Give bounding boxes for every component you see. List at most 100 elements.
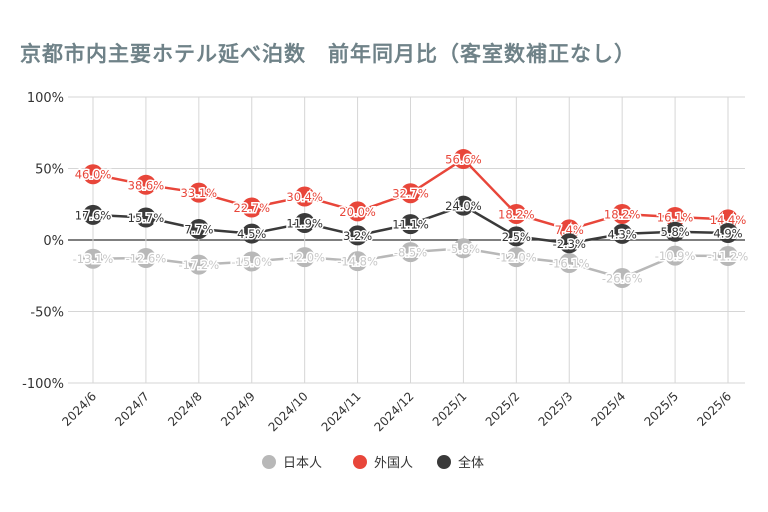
data-point [506, 247, 527, 268]
data-point [347, 251, 368, 272]
data-point [400, 242, 421, 263]
data-point [718, 246, 738, 267]
data-point [612, 268, 633, 289]
data-label: 18.2% [604, 207, 641, 221]
data-label: 32.7% [392, 187, 429, 201]
legend-marker [437, 455, 451, 469]
legend-label: 日本人 [283, 456, 322, 471]
data-point [665, 245, 686, 266]
data-label: -11.2% [708, 250, 749, 264]
data-label: 46.0% [75, 168, 112, 182]
data-point [400, 214, 421, 235]
data-label: 11.9% [286, 216, 323, 230]
data-label: -16.1% [549, 257, 590, 271]
data-label: 14.4% [710, 213, 747, 227]
data-label: 22.7% [233, 201, 270, 215]
data-point [453, 238, 474, 259]
x-tick-label: 2025/3 [536, 389, 576, 429]
data-label: 7.4% [555, 223, 584, 237]
data-point [188, 182, 209, 203]
x-tick-label: 2025/5 [641, 389, 681, 429]
data-label: 4.3% [608, 227, 637, 241]
data-label: -12.0% [496, 251, 537, 265]
x-tick-label: 2025/2 [483, 389, 523, 429]
data-label: 20.0% [339, 205, 376, 219]
data-label: 11.1% [392, 218, 429, 232]
data-point [294, 212, 315, 233]
data-point [400, 183, 421, 204]
data-label: -12.0% [284, 251, 325, 265]
data-point [241, 251, 262, 272]
x-tick-label: 2024/9 [218, 389, 258, 429]
data-label: 2.5% [502, 230, 531, 244]
data-point [135, 174, 156, 195]
data-label: 15.7% [128, 211, 165, 225]
data-point [559, 253, 580, 274]
data-point [294, 186, 315, 207]
x-tick-label: 2024/8 [165, 389, 205, 429]
y-tick-label: 0% [43, 234, 64, 249]
data-label: 24.0% [445, 199, 482, 213]
data-label: -5.8% [447, 242, 480, 256]
y-tick-label: 50% [35, 163, 64, 178]
chart-title: 京都市内主要ホテル延べ泊数 前年同月比（客室数補正なし） [20, 42, 636, 66]
data-point [665, 206, 686, 227]
data-point [453, 195, 474, 216]
x-tick-label: 2025/1 [430, 389, 470, 429]
data-label: -15.0% [231, 255, 272, 269]
data-label: 4.9% [713, 226, 742, 240]
data-point [135, 248, 156, 269]
data-label: -26.6% [602, 272, 643, 286]
data-point [188, 218, 209, 239]
data-point [612, 203, 633, 224]
data-point [506, 203, 527, 224]
data-point [241, 223, 262, 244]
data-point [559, 219, 580, 240]
data-point [347, 225, 368, 246]
data-label: 33.1% [181, 186, 218, 200]
data-point [718, 222, 738, 243]
data-point [347, 201, 368, 222]
data-label: 30.4% [286, 190, 323, 204]
x-tick-label: 2024/11 [319, 389, 364, 434]
x-tick-label: 2025/4 [589, 389, 629, 429]
data-label: -8.5% [394, 246, 427, 260]
data-label: -14.8% [337, 255, 378, 269]
data-label: -17.2% [178, 258, 219, 272]
data-point [83, 164, 103, 185]
data-label: 18.2% [498, 207, 535, 221]
legend-marker [353, 455, 367, 469]
data-point [665, 221, 686, 242]
data-point [294, 247, 315, 268]
data-label: -13.1% [73, 252, 114, 266]
data-label: 17.6% [75, 208, 112, 222]
data-point [135, 207, 156, 228]
data-point [612, 223, 633, 244]
legend-label: 外国人 [374, 456, 413, 471]
data-label: 56.6% [445, 153, 482, 167]
x-tick-label: 2024/12 [371, 389, 416, 434]
legend-marker [262, 455, 276, 469]
data-label: -12.6% [126, 252, 167, 266]
x-tick-label: 2025/6 [694, 389, 734, 429]
x-tick-label: 2024/7 [112, 389, 152, 429]
data-point [453, 149, 474, 170]
legend-label: 全体 [458, 455, 484, 471]
data-label: 7.7% [184, 222, 213, 236]
data-point [83, 204, 103, 225]
y-tick-label: -50% [30, 306, 64, 321]
data-label: 5.8% [660, 225, 689, 239]
data-point [188, 254, 209, 275]
x-tick-label: 2024/10 [266, 389, 311, 434]
x-tick-label: 2024/6 [59, 389, 99, 429]
data-point [241, 197, 262, 218]
data-label: 3.2% [343, 229, 372, 243]
data-point [83, 248, 103, 269]
data-label: 16.1% [657, 210, 694, 224]
data-label: 38.6% [128, 178, 165, 192]
y-tick-label: -100% [22, 377, 64, 392]
data-label: -2.3% [553, 237, 586, 251]
data-label: 4.5% [237, 227, 266, 241]
data-point [559, 233, 580, 254]
